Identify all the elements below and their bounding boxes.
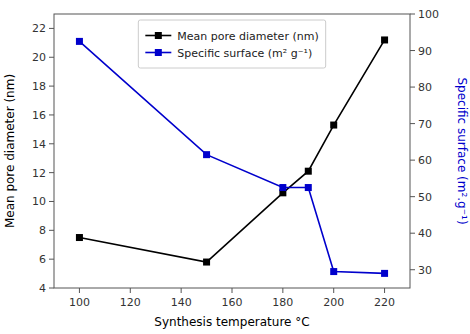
legend-label: Mean pore diameter (nm): [177, 30, 318, 43]
y-tick-label: 22: [32, 22, 46, 35]
x-tick-label: 160: [222, 296, 243, 309]
y2-axis-label: Specific surface (m².g⁻¹): [455, 77, 469, 224]
y-tick-label: 18: [32, 80, 46, 93]
y2-tick-label: 60: [418, 154, 432, 167]
legend-label: Specific surface (m² g⁻¹): [177, 47, 312, 60]
point: [203, 259, 210, 266]
y2-tick: [410, 269, 415, 270]
x-tick: [181, 288, 182, 293]
x-tick: [282, 288, 283, 293]
y2-tick-label: 30: [418, 264, 432, 277]
y-tick: [49, 28, 54, 29]
chart: 100 120 140 160 180 200 220 4 6 8 10 12 14 16 18 20 22 30…: [0, 0, 470, 334]
x-tick: [130, 288, 131, 293]
point: [330, 268, 337, 275]
y-tick-label: 16: [32, 109, 46, 122]
y-tick: [49, 172, 54, 173]
point: [330, 122, 337, 129]
point: [203, 151, 210, 158]
y-tick: [49, 288, 54, 289]
y-tick: [49, 259, 54, 260]
x-tick-label: 120: [120, 296, 141, 309]
legend: Mean pore diameter (nm) Specific surface …: [138, 20, 325, 68]
x-tick-label: 140: [171, 296, 192, 309]
point: [305, 184, 312, 191]
y-tick-label: 6: [39, 253, 46, 266]
x-tick: [384, 288, 385, 293]
y2-tick: [410, 233, 415, 234]
y2-tick-label: 70: [418, 118, 432, 131]
y-tick-label: 12: [32, 167, 46, 180]
x-tick-label: 100: [69, 296, 90, 309]
y2-tick-label: 50: [418, 191, 432, 204]
point: [279, 184, 286, 191]
point: [76, 38, 83, 45]
point: [76, 234, 83, 241]
y-tick-label: 20: [32, 51, 46, 64]
plot-area: [76, 36, 388, 276]
y2-tick: [410, 160, 415, 161]
x-tick: [333, 288, 334, 293]
x-tick-label: 220: [374, 296, 395, 309]
x-axis-label: Synthesis temperature °C: [154, 315, 309, 329]
y2-tick: [410, 196, 415, 197]
y2-tick: [410, 123, 415, 124]
y-axis-label: Mean pore diameter (nm): [3, 74, 17, 228]
legend-marker: [155, 32, 162, 39]
y-tick-label: 10: [32, 195, 46, 208]
legend-box: [138, 20, 325, 68]
y2-tick-label: 80: [418, 81, 432, 94]
y2-tick-label: 90: [418, 45, 432, 58]
y2-tick: [410, 50, 415, 51]
y2-tick-label: 100: [418, 8, 439, 21]
y-tick: [49, 57, 54, 58]
plot-frame: [54, 14, 410, 288]
y2-tick: [410, 14, 415, 15]
point: [381, 270, 388, 277]
legend-marker: [155, 49, 162, 56]
y-tick: [49, 86, 54, 87]
y-tick-label: 8: [39, 224, 46, 237]
x-tick-label: 180: [272, 296, 293, 309]
y-tick: [49, 143, 54, 144]
y2-tick-label: 40: [418, 227, 432, 240]
x-tick: [232, 288, 233, 293]
series-line: [79, 40, 384, 262]
y2-tick: [410, 87, 415, 88]
y-tick: [49, 230, 54, 231]
y-tick: [49, 114, 54, 115]
y-tick-label: 14: [32, 138, 46, 151]
x-tick-label: 200: [323, 296, 344, 309]
series-line: [79, 41, 384, 273]
y-tick: [49, 201, 54, 202]
point: [305, 168, 312, 175]
x-tick: [79, 288, 80, 293]
y-tick-label: 4: [39, 282, 46, 295]
point: [381, 36, 388, 43]
